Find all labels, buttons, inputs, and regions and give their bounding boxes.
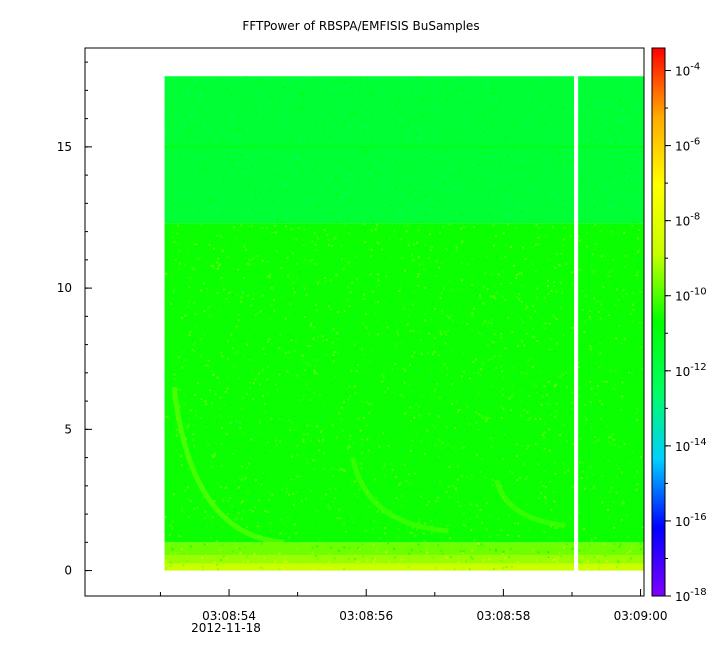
arc-0 — [171, 386, 285, 545]
band-2 — [164, 542, 645, 556]
y-tick-label: 0 — [64, 564, 72, 578]
colorbar-exponent: -6 — [690, 137, 700, 148]
colorbar-gradient — [651, 47, 666, 597]
colorbar-tick-label: 10-18 — [675, 587, 707, 604]
colorbar-tick-label: 10-8 — [675, 212, 700, 229]
arc-1 — [350, 457, 449, 534]
colorbar: 10-18 10-16 10-14 10-12 10-10 10-8 10-6 10-4 — [651, 47, 707, 604]
band-4 — [164, 76, 645, 224]
colorbar-exponent: -18 — [690, 587, 706, 598]
colorbar-tick-label: 10-12 — [675, 362, 707, 379]
y-axis: 0 5 10 15 — [57, 61, 92, 578]
colorbar-tick-label: 10-4 — [675, 62, 700, 79]
data-gap — [574, 75, 579, 572]
heatmap-layer — [164, 76, 645, 571]
colorbar-tick-label: 10-14 — [675, 437, 707, 454]
x-tick-label: 03:08:56 — [339, 609, 393, 623]
arc-2 — [494, 479, 566, 528]
colorbar-exponent: -16 — [690, 512, 706, 523]
band-0 — [164, 563, 645, 571]
x-tick-label: 03:09:00 — [614, 609, 668, 623]
x-tick-label: 03:08:54 — [202, 609, 256, 623]
band-1 — [164, 555, 645, 564]
colorbar-exponent: -10 — [690, 287, 706, 298]
chart-title: FFTPower of RBSPA/EMFISIS BuSamples — [242, 19, 479, 33]
colorbar-exponent: -8 — [690, 212, 700, 223]
colorbar-exponent: -12 — [690, 362, 706, 373]
y-tick-label: 5 — [64, 422, 72, 436]
line-feature — [164, 145, 645, 148]
colorbar-tick-label: 10-6 — [675, 137, 700, 154]
x-tick-label: 03:08:58 — [476, 609, 530, 623]
speckle-texture — [164, 76, 644, 571]
colorbar-tick-label: 10-10 — [675, 287, 707, 304]
plot-frame — [84, 47, 645, 597]
x-date-label: 2012-11-18 — [191, 621, 261, 635]
colorbar-tick-label: 10-16 — [675, 512, 707, 529]
y-tick-label: 15 — [57, 140, 72, 154]
x-axis: 03:08:54 03:08:56 03:08:58 03:09:00 — [159, 589, 668, 623]
colorbar-exponent: -4 — [690, 62, 700, 73]
y-tick-label: 10 — [57, 281, 72, 295]
colorbar-exponent: -14 — [690, 437, 706, 448]
overlay-layer — [171, 75, 579, 572]
